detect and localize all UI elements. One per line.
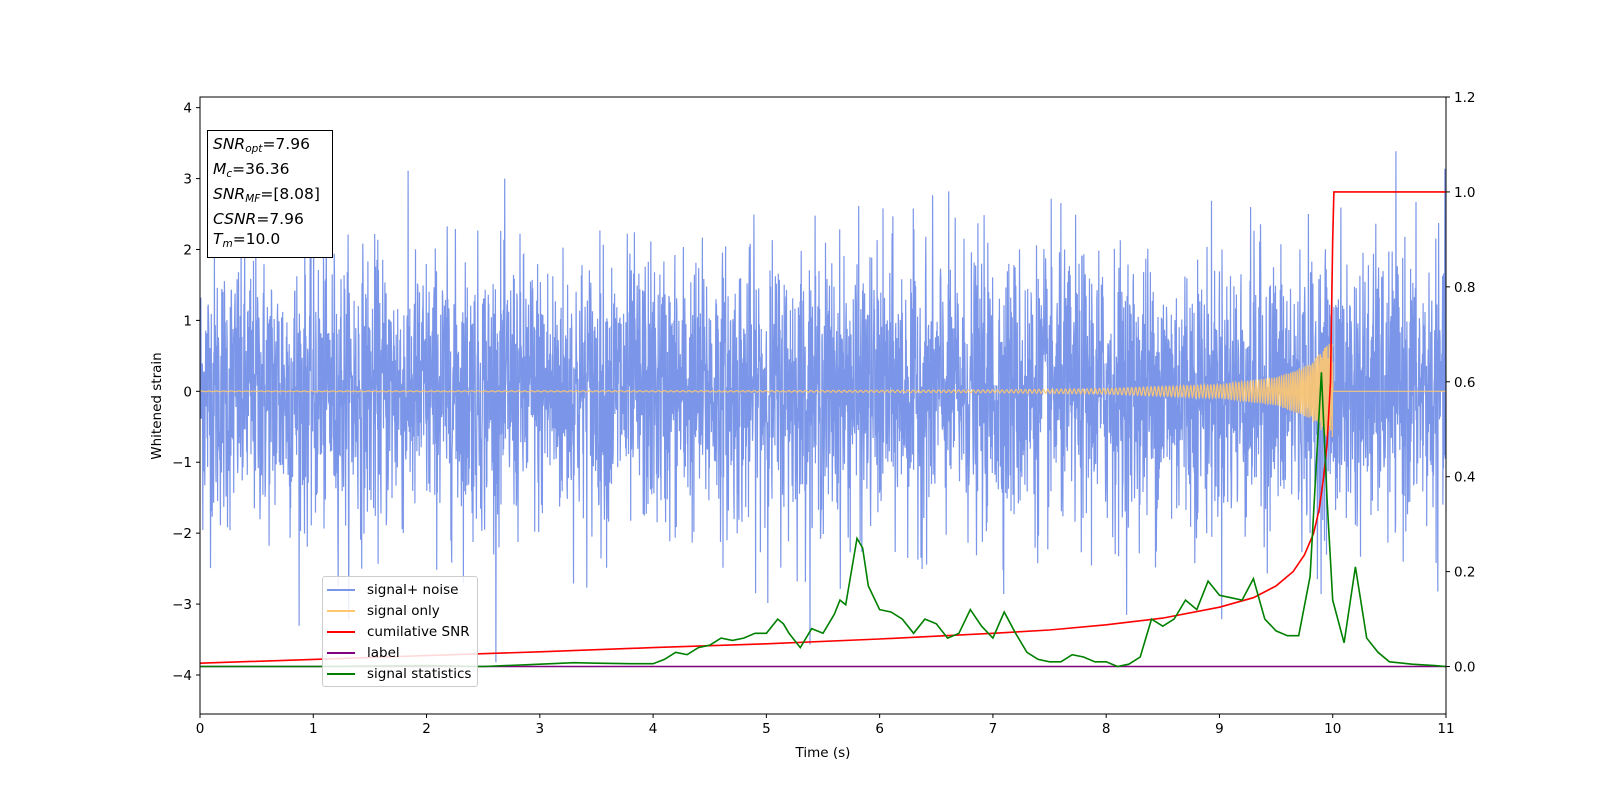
y-axis-label: Whitened strain (149, 352, 165, 459)
y-left-tick-label: −4 (172, 668, 192, 684)
x-tick-label: 7 (989, 721, 998, 737)
x-tick-label: 11 (1437, 721, 1454, 737)
legend-swatch (327, 630, 355, 633)
x-tick-label: 9 (1215, 721, 1224, 737)
y-right-tick-label: 1.0 (1454, 185, 1475, 201)
x-tick-label: 1 (309, 721, 318, 737)
x-tick-label: 4 (649, 721, 658, 737)
legend-item-signal-noise: signal+ noise (327, 579, 471, 600)
x-tick-label: 2 (422, 721, 431, 737)
merger-time-row: Tm=10.0 (213, 230, 281, 250)
axis-ticks: 0 1 2 3 4 5 6 7 8 9 10 11 −4 −3 −2 −1 0 1 2 3 4 0.0 0.2 0.4 0.6 0… (172, 90, 1475, 737)
y-right-tick-label: 0.2 (1454, 565, 1475, 581)
y-left-tick-label: 4 (183, 101, 192, 117)
x-tick-label: 3 (536, 721, 545, 737)
legend-item-label: label (327, 642, 471, 663)
legend-swatch (327, 651, 355, 654)
y-left-tick-label: 3 (183, 172, 192, 188)
x-axis-label: Time (s) (795, 745, 851, 761)
legend-item-signal-only: signal only (327, 600, 471, 621)
series-cumulative-snr (200, 191, 1446, 664)
x-tick-label: 10 (1324, 721, 1341, 737)
series-signal-only (200, 343, 1446, 438)
y-left-tick-label: −3 (172, 597, 192, 613)
y-right-tick-label: 0.4 (1454, 470, 1475, 486)
legend: signal+ noise signal only cumilative SNR… (322, 576, 479, 687)
legend-item-signal-statistics: signal statistics (327, 663, 471, 684)
snr-opt-row: SNRopt=7.96 (213, 135, 310, 155)
y-left-tick-label: 1 (183, 313, 192, 329)
series-signal-noise (200, 151, 1446, 663)
parameter-info-box: SNRopt=7.96 Mc=36.36 SNRMF=[8.08] CSNR=7… (207, 130, 333, 258)
x-tick-label: 0 (196, 721, 205, 737)
x-tick-label: 6 (875, 721, 884, 737)
y-right-tick-label: 1.2 (1454, 90, 1475, 106)
series-signal-statistics (200, 372, 1446, 668)
x-tick-label: 8 (1102, 721, 1111, 737)
x-tick-label: 5 (762, 721, 771, 737)
y-left-tick-label: 0 (183, 384, 192, 400)
legend-swatch (327, 588, 355, 591)
y-left-tick-label: −2 (172, 526, 192, 542)
legend-swatch (327, 609, 355, 612)
legend-item-cumulative-snr: cumilative SNR (327, 621, 471, 642)
y-right-tick-label: 0.0 (1454, 660, 1475, 676)
y-right-tick-label: 0.8 (1454, 280, 1475, 296)
y-right-tick-label: 0.6 (1454, 375, 1475, 391)
chirp-mass-row: Mc=36.36 (213, 160, 290, 180)
y-left-tick-label: −1 (172, 455, 192, 471)
csnr-row: CSNR=7.96 (213, 210, 304, 228)
legend-swatch (327, 672, 355, 675)
snr-mf-row: SNRMF=[8.08] (213, 185, 320, 205)
axes-frame (199, 96, 1447, 715)
y-left-tick-label: 2 (183, 242, 192, 258)
